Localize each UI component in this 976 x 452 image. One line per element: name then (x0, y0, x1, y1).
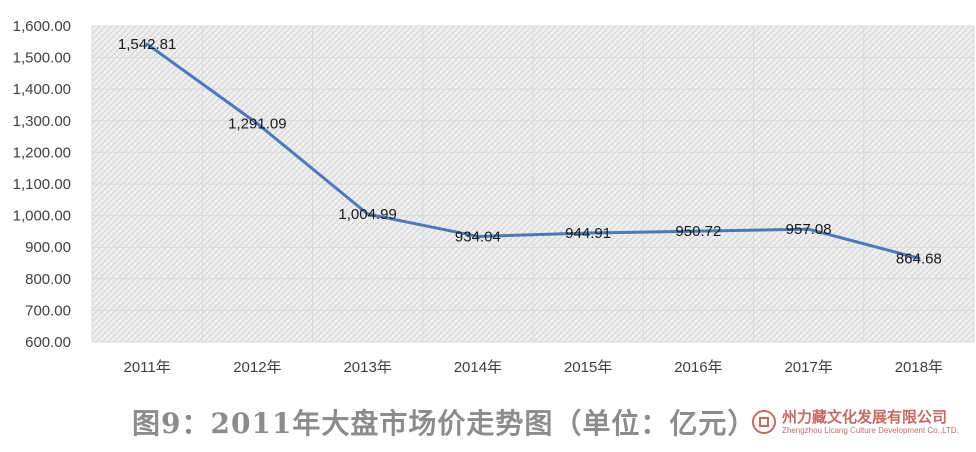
x-tick-label: 2014年 (454, 359, 502, 376)
data-point (586, 231, 590, 235)
data-point (255, 122, 259, 126)
x-tick-label: 2011年 (123, 359, 170, 376)
y-tick-label: 1,100.00 (13, 176, 71, 193)
line-chart: 600.00 700.00 800.00 900.00 1,000.00 1,100.00… (13, 18, 975, 376)
data-point (917, 256, 921, 260)
data-label: 934.04 (455, 228, 501, 245)
data-point (145, 42, 149, 46)
y-tick-label: 1,400.00 (13, 81, 71, 98)
seal-icon (752, 410, 776, 434)
x-tick-label: 2015年 (564, 359, 612, 376)
y-tick-label: 1,000.00 (13, 208, 71, 225)
x-tick-label: 2018年 (895, 359, 943, 376)
y-tick-label: 800.00 (25, 271, 71, 288)
x-tick-label: 2016年 (674, 359, 722, 376)
data-label: 1,542.81 (118, 36, 176, 53)
data-point (476, 234, 480, 238)
watermark-logo: 州力藏文化发展有限公司 Zhengzhou Licang Culture Dev… (752, 404, 962, 444)
x-tick-label: 2013年 (343, 359, 391, 376)
data-label: 950.72 (675, 223, 721, 240)
data-point (696, 229, 700, 233)
y-tick-label: 900.00 (25, 239, 71, 256)
data-label: 864.68 (896, 250, 942, 267)
x-tick-label: 2012年 (233, 359, 281, 376)
watermark-text-en: Zhengzhou Licang Culture Development Co.… (782, 426, 959, 435)
y-tick-label: 1,500.00 (13, 50, 71, 67)
series-line (145, 42, 921, 260)
y-tick-label: 600.00 (25, 334, 71, 351)
data-label: 1,004.99 (338, 206, 396, 223)
y-tick-label: 1,200.00 (13, 144, 71, 161)
data-label: 1,291.09 (228, 116, 286, 133)
data-point (366, 212, 370, 216)
y-tick-label: 1,300.00 (13, 113, 71, 130)
data-point (807, 227, 811, 231)
y-tick-label: 1,600.00 (13, 18, 71, 35)
data-label: 957.08 (786, 221, 832, 238)
chart-caption: 图9：2011年大盘市场价走势图（单位：亿元） (132, 407, 757, 440)
data-label: 944.91 (565, 225, 611, 242)
x-tick-label: 2017年 (784, 359, 832, 376)
watermark-text-cn: 州力藏文化发展有限公司 (782, 408, 948, 426)
y-tick-label: 700.00 (25, 302, 71, 319)
